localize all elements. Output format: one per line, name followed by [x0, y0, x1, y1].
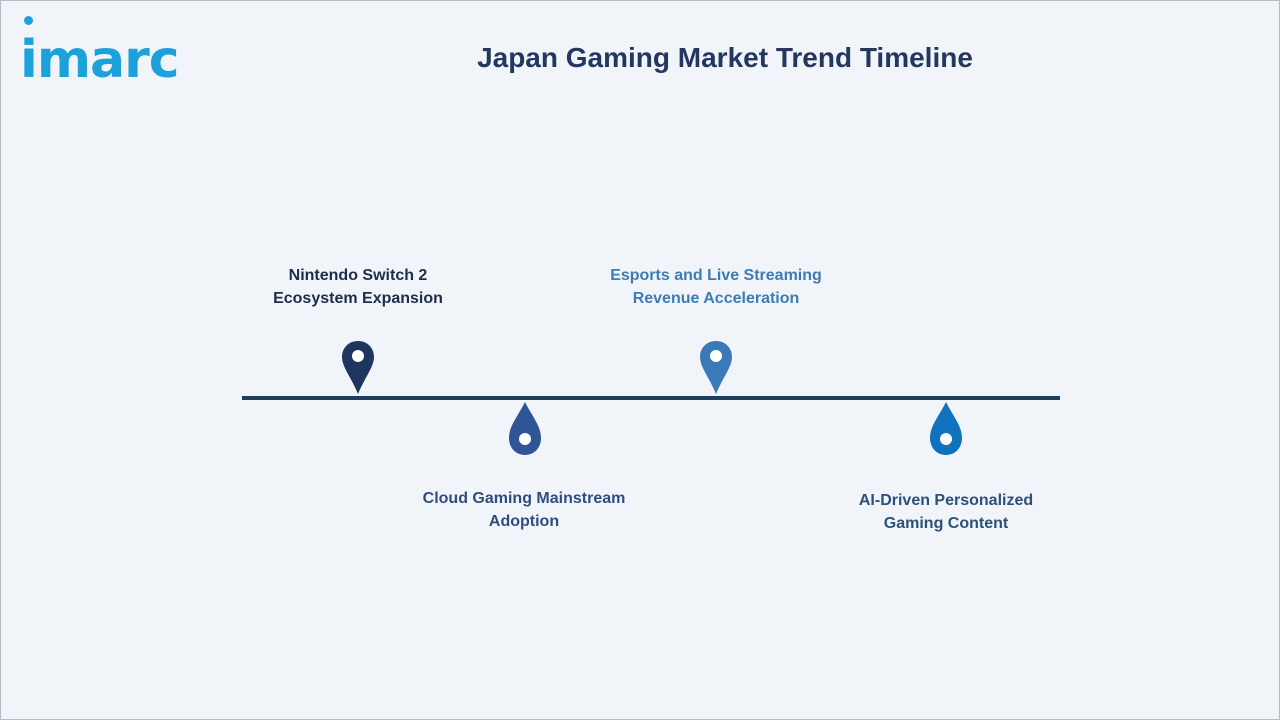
drop-pin-icon: [928, 402, 964, 458]
event-label-3: Esports and Live Streaming Revenue Accel…: [586, 264, 846, 310]
drop-shape: [509, 402, 541, 455]
logo-text: imarc: [20, 30, 180, 90]
event-label-3-line1: Esports and Live Streaming: [610, 267, 822, 284]
map-pin-icon: [698, 340, 734, 396]
event-label-1: Nintendo Switch 2 Ecosystem Expansion: [228, 264, 488, 310]
logo-dot: [24, 16, 33, 25]
drop-pin-icon: [507, 402, 543, 458]
event-label-2-line2: Adoption: [488, 513, 560, 530]
event-label-2-line1: Cloud Gaming Mainstream: [422, 490, 626, 507]
map-pin-icon: [340, 340, 376, 396]
timeline-axis: [242, 396, 1060, 400]
page-title: Japan Gaming Market Trend Timeline: [477, 42, 973, 73]
event-label-1-line2: Ecosystem Expansion: [273, 290, 443, 307]
event-label-3-line2: Revenue Acceleration: [632, 290, 800, 307]
event-label-4-line2: Gaming Content: [883, 515, 1009, 532]
pin-shape: [700, 341, 732, 394]
drop-shape: [930, 402, 962, 455]
event-label-1-line1: Nintendo Switch 2: [288, 267, 428, 284]
event-label-4: AI-Driven Personalized Gaming Content: [816, 489, 1076, 535]
event-label-2: Cloud Gaming Mainstream Adoption: [394, 487, 654, 533]
event-label-4-line1: AI-Driven Personalized: [858, 492, 1034, 509]
pin-shape: [342, 341, 374, 394]
imarc-logo: imarc: [20, 16, 200, 86]
